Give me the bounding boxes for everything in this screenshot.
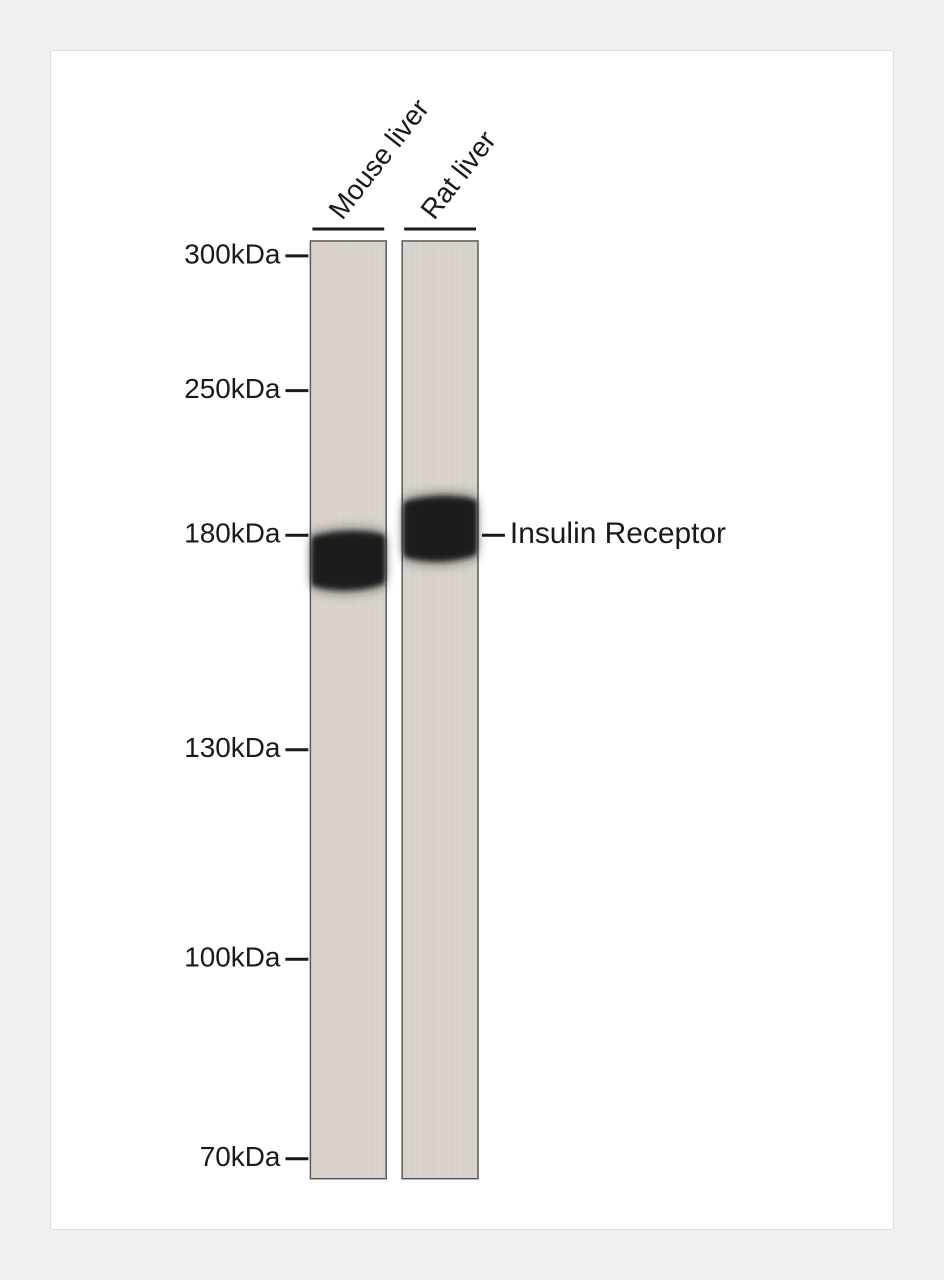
mw-label: 250kDa [184, 373, 281, 404]
mw-label: 180kDa [184, 518, 281, 549]
lane-header-label: Rat liver [414, 125, 501, 225]
mw-label: 130kDa [184, 732, 281, 763]
lane-headers: Mouse liverRat liver [312, 93, 501, 229]
blot-svg: Mouse liverRat liver 300kDa 250kDa 180kDa 1… [51, 51, 893, 1229]
mw-label: 100kDa [184, 942, 281, 973]
figure-container: Mouse liverRat liver 300kDa 250kDa 180kDa 1… [50, 50, 894, 1230]
target-label: Insulin Receptor [510, 517, 726, 550]
target-label-group: Insulin Receptor [482, 517, 726, 550]
lane-texture [402, 241, 478, 1179]
mw-markers: 300kDa 250kDa 180kDa 130kDa 100kDa 70kDa [184, 238, 308, 1172]
band-core [404, 497, 477, 561]
band-core [312, 532, 385, 590]
mw-label: 300kDa [184, 238, 281, 269]
lanes [310, 241, 478, 1179]
mw-label: 70kDa [200, 1141, 281, 1172]
lane-texture [310, 241, 386, 1179]
